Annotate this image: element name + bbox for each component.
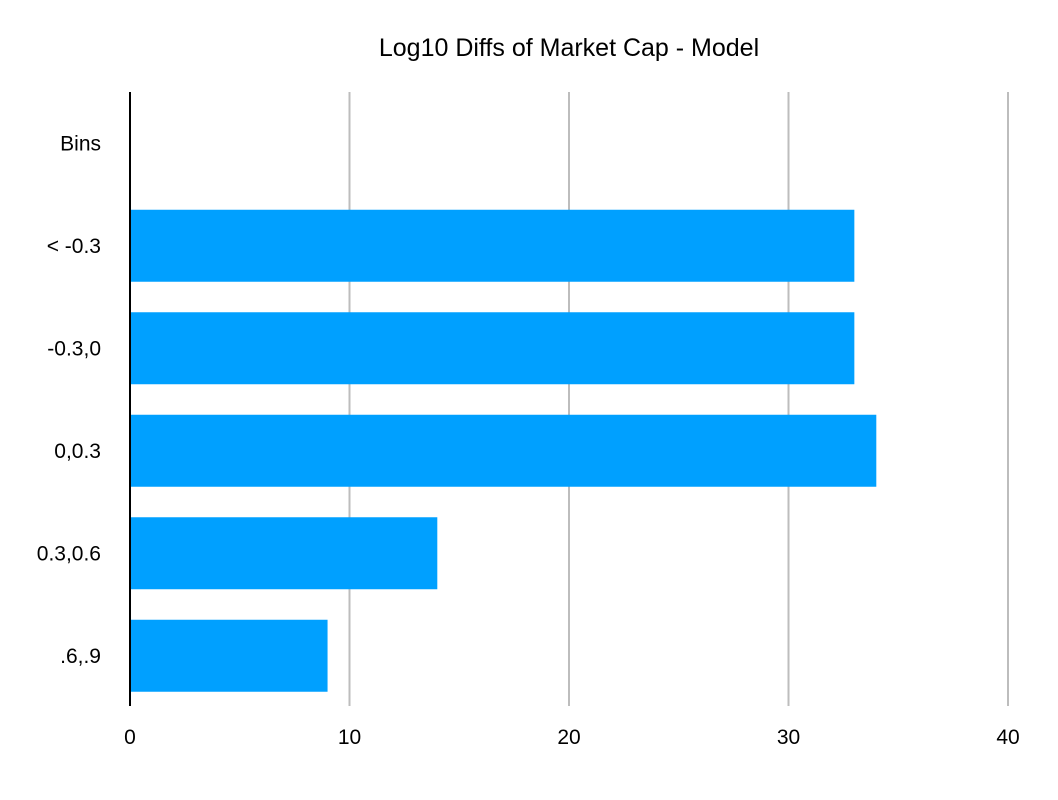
- y-tick-label-0: Bins: [60, 132, 101, 155]
- y-tick-label-4: 0.3,0.6: [37, 542, 101, 565]
- y-tick-labels: Bins < -0.3 -0.3,0 0,0.3 0.3,0.6 .6,.9: [37, 132, 101, 668]
- bar-1: [130, 209, 855, 282]
- y-tick-label-2: -0.3,0: [47, 337, 101, 360]
- x-tick-label-3: 30: [777, 726, 800, 749]
- x-tick-label-4: 40: [996, 726, 1019, 749]
- x-tick-label-2: 20: [557, 726, 580, 749]
- bar-3: [130, 414, 877, 487]
- gridlines: [348, 92, 1009, 706]
- bars: [130, 209, 877, 692]
- y-tick-label-5: .6,.9: [60, 645, 101, 668]
- x-tick-labels: 0 10 20 30 40: [124, 726, 1020, 749]
- bar-2: [130, 312, 855, 385]
- x-tick-label-1: 10: [338, 726, 361, 749]
- y-tick-label-1: < -0.3: [47, 235, 101, 258]
- y-tick-label-3: 0,0.3: [54, 440, 101, 463]
- chart-title: Log10 Diffs of Market Cap - Model: [379, 34, 759, 62]
- bar-4: [130, 517, 438, 590]
- bar-5: [130, 619, 328, 692]
- x-tick-label-0: 0: [124, 726, 136, 749]
